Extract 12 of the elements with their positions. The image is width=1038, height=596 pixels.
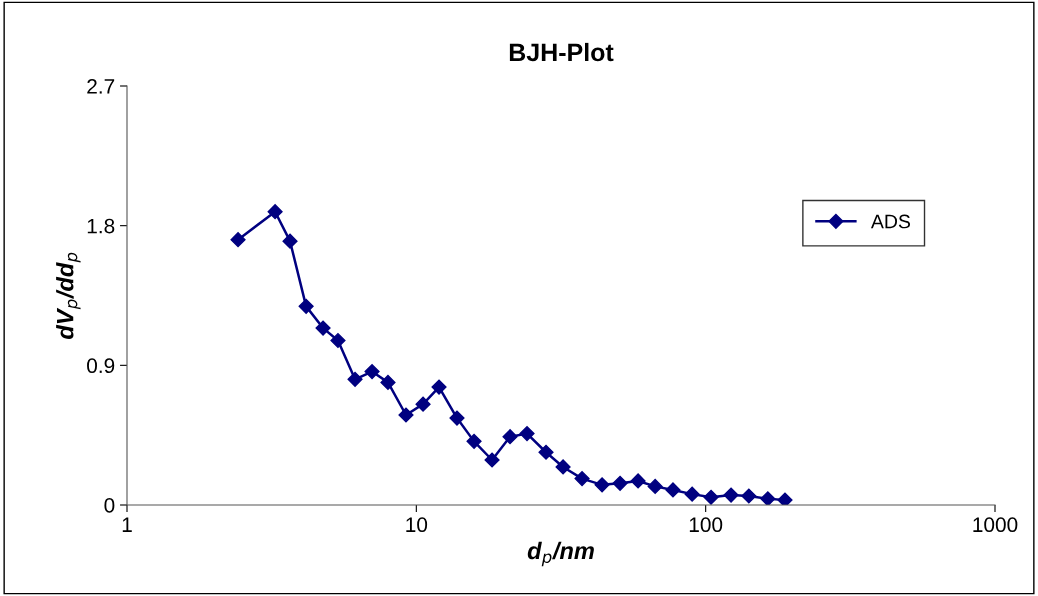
y-tick-label: 0 (104, 498, 115, 513)
chart-title: BJH-Plot (509, 42, 614, 62)
x-tick-label: 1000 (973, 517, 1018, 533)
y-axis-title: dV$_{p}$/dd$_{p}$ (56, 252, 81, 339)
x-tick-label: 100 (689, 517, 723, 533)
y-tick-label: 2.7 (87, 79, 115, 94)
y-tick-label: 0.9 (87, 358, 115, 374)
x-axis-title: d$_{p}$/nm (527, 541, 594, 567)
x-tick-label: 1 (122, 517, 132, 532)
y-tick-label: 1.8 (87, 218, 115, 234)
x-tick-label: 10 (406, 517, 428, 533)
legend-label: ADS (870, 214, 911, 229)
